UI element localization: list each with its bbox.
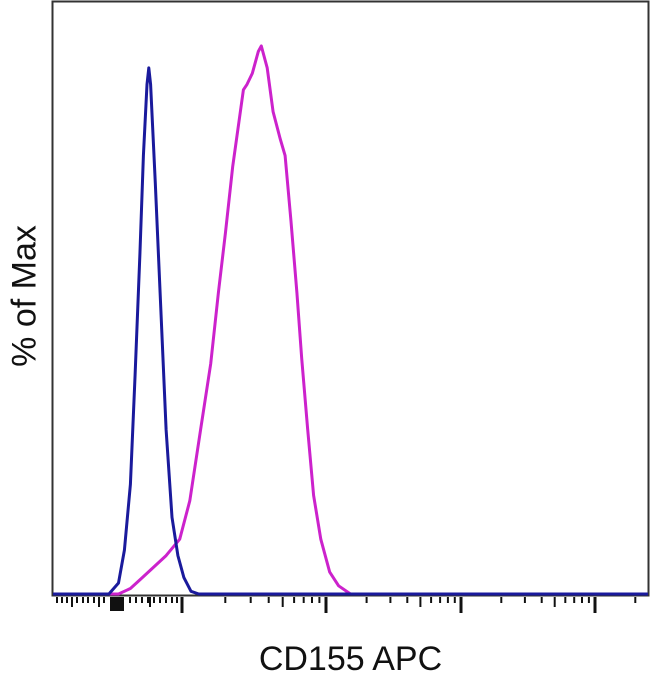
x-axis-label: CD155 APC xyxy=(258,640,443,678)
x-axis-ticks xyxy=(56,597,637,613)
plot-frame xyxy=(51,0,650,597)
series-isotype-curve xyxy=(53,66,648,596)
series-control-curve xyxy=(53,44,648,596)
